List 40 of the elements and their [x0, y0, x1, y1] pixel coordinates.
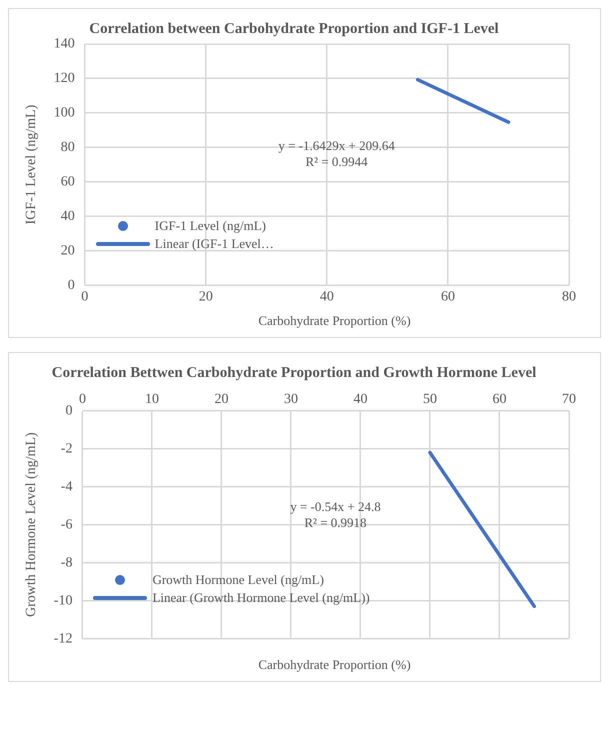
x-tick-label: 50 — [422, 392, 437, 408]
y-tick-label: 60 — [60, 174, 75, 190]
y-tick-label: 0 — [68, 278, 75, 293]
y-tick-label: -10 — [54, 593, 72, 608]
y-tick-label: -6 — [60, 517, 72, 532]
x-tick-label: 40 — [353, 392, 368, 408]
x-tick-label: 80 — [562, 289, 576, 304]
y-axis-title: Growth Hormone Level (ng/mL) — [24, 432, 40, 618]
y-axis-title: IGF-1 Level (ng/mL) — [24, 104, 40, 224]
y-tick-label: -4 — [60, 479, 72, 494]
chart-title: Correlation Bettwen Carbohydrate Proportion and Growth Hormone Level — [52, 364, 536, 381]
annotation: y = -0.54x + 24.8 R² = 0.9918 — [290, 499, 381, 530]
x-tick-label: 40 — [320, 289, 334, 304]
y-tick-label: -12 — [54, 631, 72, 646]
x-tick-label: 20 — [198, 289, 213, 304]
y-tick-label: 120 — [54, 71, 75, 86]
y-tick-label: -2 — [60, 441, 72, 456]
y-tick-label: 20 — [60, 243, 75, 258]
y-tick-label: -8 — [60, 555, 72, 570]
x-tick-label: 60 — [440, 289, 455, 304]
x-tick-label: 20 — [214, 392, 228, 408]
legend-label: Linear (Growth Hormone Level (ng/mL)) — [152, 588, 370, 607]
y-tick-label: 100 — [54, 106, 75, 121]
x-tick-label: 60 — [492, 392, 506, 408]
legend-label: Linear (IGF-1 Level… — [154, 235, 274, 254]
x-tick-label: 70 — [562, 392, 576, 408]
x-axis-title: Carbohydrate Proportion (%) — [257, 313, 412, 330]
x-tick-label: 10 — [144, 392, 159, 408]
y-tick-label: 40 — [60, 208, 75, 224]
y-tick-label: 0 — [65, 403, 72, 418]
x-tick-label: 0 — [81, 289, 88, 304]
legend-label: Growth Hormone Level (ng/mL) — [152, 570, 324, 589]
y-tick-label: 140 — [54, 36, 75, 52]
chart-title: Correlation between Carbohydrate Proportion and IGF-1 Level — [89, 20, 499, 37]
y-tick-label: 80 — [60, 140, 75, 156]
x-axis-title: Carbohydrate Proportion (%) — [257, 657, 412, 674]
legend-label: IGF-1 Level (ng/mL) — [154, 217, 266, 236]
annotation: y = -1.6429x + 209.64 R² = 0.9944 — [278, 138, 396, 170]
x-tick-label: 0 — [78, 392, 86, 408]
x-tick-label: 30 — [284, 392, 298, 408]
